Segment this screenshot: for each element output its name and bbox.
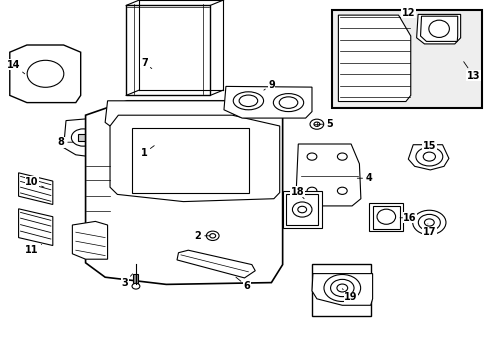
Bar xyxy=(132,128,249,193)
Text: 8: 8 xyxy=(58,137,73,147)
Polygon shape xyxy=(416,14,460,44)
Text: 5: 5 xyxy=(319,119,333,129)
Ellipse shape xyxy=(336,284,347,292)
Ellipse shape xyxy=(309,119,323,129)
Ellipse shape xyxy=(292,202,311,217)
Ellipse shape xyxy=(27,60,63,87)
Polygon shape xyxy=(295,144,360,206)
Polygon shape xyxy=(126,5,210,95)
Text: 15: 15 xyxy=(422,141,435,154)
Ellipse shape xyxy=(422,152,434,161)
Polygon shape xyxy=(407,145,448,170)
Text: 6: 6 xyxy=(235,277,250,291)
Text: 12: 12 xyxy=(401,8,414,18)
Polygon shape xyxy=(72,221,107,259)
Polygon shape xyxy=(368,203,403,231)
Text: 17: 17 xyxy=(422,224,435,237)
Text: 3: 3 xyxy=(121,274,132,288)
Polygon shape xyxy=(177,250,255,278)
Ellipse shape xyxy=(415,147,442,166)
Bar xyxy=(331,10,481,108)
Ellipse shape xyxy=(279,97,297,108)
Ellipse shape xyxy=(424,219,433,226)
Ellipse shape xyxy=(323,275,360,302)
Polygon shape xyxy=(110,115,279,202)
Polygon shape xyxy=(282,191,321,228)
Ellipse shape xyxy=(297,206,306,213)
Text: 19: 19 xyxy=(342,289,357,302)
Polygon shape xyxy=(420,16,457,41)
Bar xyxy=(311,264,370,316)
Ellipse shape xyxy=(412,210,445,235)
Ellipse shape xyxy=(239,95,257,107)
Polygon shape xyxy=(19,173,53,204)
Polygon shape xyxy=(338,15,410,102)
Polygon shape xyxy=(10,45,81,103)
Ellipse shape xyxy=(330,279,353,297)
Ellipse shape xyxy=(428,20,448,37)
Text: 11: 11 xyxy=(25,244,41,255)
Polygon shape xyxy=(85,101,282,284)
Polygon shape xyxy=(224,86,311,118)
Polygon shape xyxy=(19,209,53,246)
Ellipse shape xyxy=(306,153,316,160)
Ellipse shape xyxy=(313,122,319,126)
Polygon shape xyxy=(285,194,317,225)
Bar xyxy=(133,274,138,284)
Ellipse shape xyxy=(273,94,303,112)
Text: 7: 7 xyxy=(141,58,151,68)
Text: 16: 16 xyxy=(399,213,416,223)
Ellipse shape xyxy=(337,187,346,194)
Ellipse shape xyxy=(71,129,95,146)
Text: 14: 14 xyxy=(7,60,25,74)
Ellipse shape xyxy=(206,231,219,240)
Polygon shape xyxy=(105,101,233,130)
Text: 2: 2 xyxy=(194,231,209,241)
Ellipse shape xyxy=(337,153,346,160)
Text: 10: 10 xyxy=(25,177,44,187)
Polygon shape xyxy=(372,206,399,229)
Text: 13: 13 xyxy=(463,62,479,81)
Ellipse shape xyxy=(233,92,263,110)
Ellipse shape xyxy=(132,283,140,289)
Polygon shape xyxy=(311,274,372,305)
Bar xyxy=(78,134,88,141)
Text: 1: 1 xyxy=(141,146,154,158)
Text: 9: 9 xyxy=(264,80,274,90)
Text: 4: 4 xyxy=(357,173,372,183)
Text: 18: 18 xyxy=(290,186,304,199)
Ellipse shape xyxy=(306,187,316,194)
Ellipse shape xyxy=(417,215,439,231)
Polygon shape xyxy=(63,118,102,158)
Ellipse shape xyxy=(209,234,215,238)
Ellipse shape xyxy=(376,209,395,224)
